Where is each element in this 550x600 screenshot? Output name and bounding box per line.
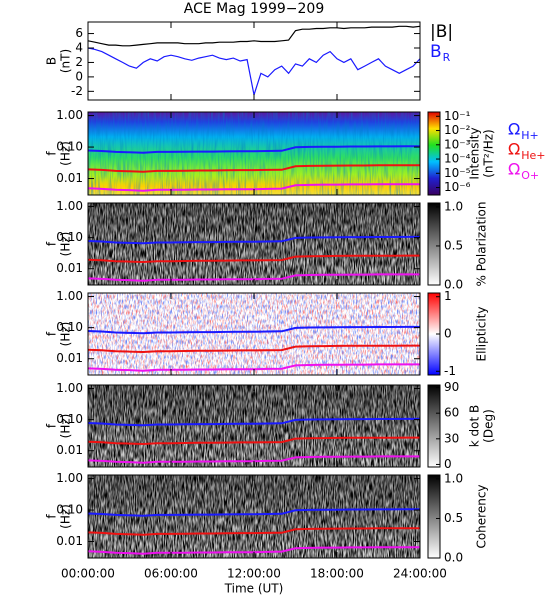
y-tick-label: 0.01 [56, 443, 83, 457]
y-axis-label: (Hz) [59, 141, 73, 166]
colorbar-tick-label: 1.0 [444, 471, 463, 485]
y-tick-label: 0.10 [56, 503, 83, 517]
y-axis-label: (nT) [59, 49, 73, 73]
colorbar-tick-label: 30 [444, 431, 459, 445]
y-tick-label: 0.01 [56, 171, 83, 185]
legend-subscript: H+ [521, 129, 539, 142]
x-tick-label: 24:00:00 [393, 567, 447, 581]
series-line [88, 47, 420, 96]
colorbar [427, 474, 441, 559]
colorbar-tick-label: 10⁻⁴ [444, 152, 471, 166]
series-line [88, 436, 420, 446]
y-tick-label: 1.00 [56, 199, 83, 213]
series-line [88, 325, 420, 335]
colorbar-tick-label: 90 [444, 380, 459, 394]
colorbar-tick-label: 10⁻⁵ [444, 166, 471, 180]
colorbar-label: Coherency [475, 484, 489, 548]
y-tick-label: 0.10 [56, 230, 83, 244]
plot-area [88, 293, 420, 375]
y-tick-label: 0.10 [56, 320, 83, 334]
y-tick-label: 1.00 [56, 381, 83, 395]
y-tick-label: 1.00 [56, 289, 83, 303]
colorbar-label: Intensity [468, 127, 482, 179]
y-tick-label: 0.01 [56, 351, 83, 365]
y-tick-label: 6 [75, 26, 83, 40]
colorbar-tick-label: 0.0 [444, 551, 463, 565]
legend-subscript: He+ [521, 149, 545, 162]
legend-label: |B| [430, 22, 453, 42]
plot-area [88, 112, 420, 195]
legend-label: Ω [508, 140, 520, 159]
colorbar-tick-label: 10⁻⁶ [444, 180, 471, 194]
y-tick-label: 4 [75, 41, 83, 55]
series-line [88, 417, 420, 427]
plot-frame [87, 21, 421, 101]
y-axis-label: f [45, 331, 59, 336]
colorbar [427, 202, 441, 286]
colorbar-tick-label: 1 [444, 289, 452, 303]
legend-subscript: R [443, 51, 451, 64]
colorbar-label: (Deg) [482, 409, 496, 443]
colorbar-label: (nT²/Hz) [482, 129, 496, 177]
series-line [88, 145, 420, 154]
y-axis-label: B [45, 57, 59, 65]
y-axis-label: f [45, 151, 59, 156]
y-tick-label: 1.00 [56, 471, 83, 485]
plot-area [88, 385, 420, 467]
colorbar-tick-label: 0 [444, 327, 452, 341]
colorbar [427, 111, 441, 196]
series-line [88, 344, 420, 354]
colorbar-tick-label: 60 [444, 406, 459, 420]
y-axis-label: f [45, 514, 59, 519]
plot-area [88, 25, 420, 96]
y-axis-label: (Hz) [59, 504, 73, 529]
series-line [88, 164, 420, 173]
legend-label: B [430, 42, 442, 62]
y-tick-label: 2 [75, 55, 83, 69]
y-axis-label: f [45, 423, 59, 428]
y-tick-label: 1.00 [56, 108, 83, 122]
colorbar-label: k dot B [468, 405, 482, 447]
series-line [88, 235, 420, 245]
x-tick-label: 06:00:00 [144, 567, 198, 581]
x-axis-label: Time (UT) [224, 582, 284, 596]
x-tick-label: 18:00:00 [310, 567, 364, 581]
colorbar-tick-label: 10⁻¹ [444, 109, 471, 123]
y-tick-label: -2 [71, 84, 83, 98]
colorbar [427, 384, 441, 468]
x-tick-label: 12:00:00 [227, 567, 281, 581]
y-axis-label: (Hz) [59, 414, 73, 439]
legend-label: Ω [508, 120, 520, 139]
colorbar-tick-label: 0.0 [444, 278, 463, 292]
y-axis-label: (Hz) [59, 232, 73, 257]
series-line [88, 254, 420, 264]
colorbar-tick-label: 0 [444, 457, 452, 471]
y-tick-label: 0 [75, 69, 83, 83]
colorbar-label: % Polarization [475, 202, 489, 287]
colorbar-label: Ellipticity [475, 307, 489, 362]
colorbar-tick-label: 10⁻³ [444, 137, 471, 151]
y-tick-label: 0.01 [56, 534, 83, 548]
colorbar-tick-label: 1.0 [444, 199, 463, 213]
series-line [88, 508, 420, 517]
chart-title: ACE Mag 1999−209 [184, 1, 324, 17]
x-tick-label: 00:00:00 [61, 567, 115, 581]
y-tick-label: 0.10 [56, 412, 83, 426]
legend-label: Ω [508, 160, 520, 179]
y-tick-label: 0.10 [56, 140, 83, 154]
colorbar-tick-label: 0.5 [444, 238, 463, 252]
legend-subscript: O+ [521, 169, 539, 182]
y-axis-label: f [45, 241, 59, 246]
plot-area [88, 203, 420, 285]
colorbar-tick-label: 10⁻² [444, 123, 471, 137]
colorbar-tick-label: 0.5 [444, 511, 463, 525]
y-tick-label: 0.01 [56, 261, 83, 275]
series-line [88, 25, 420, 47]
colorbar-tick-label: -1 [444, 364, 456, 378]
y-axis-label: (Hz) [59, 322, 73, 347]
series-line [88, 527, 420, 536]
plot-area [88, 475, 420, 558]
